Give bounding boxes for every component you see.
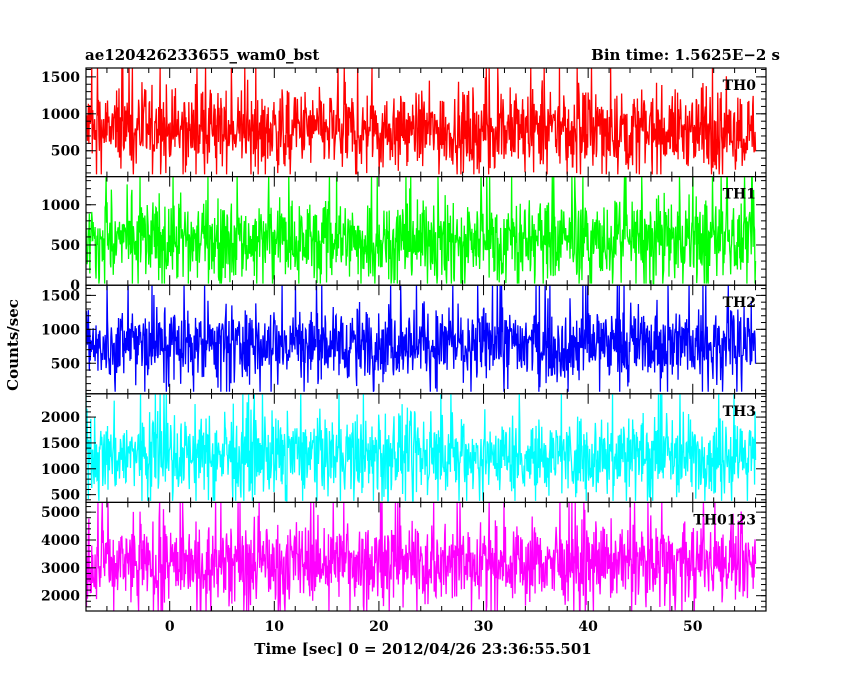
y-tick-label: 5000 [41,505,80,521]
panel-label-th0123: TH0123 [693,512,756,528]
y-axis-label: Counts/sec [4,299,22,391]
y-tick-label: 3000 [41,561,80,577]
x-tick-label: 10 [265,619,285,635]
y-tick-label: 1500 [41,288,80,304]
y-tick-label: 1000 [41,322,80,338]
series-line-th2 [86,285,757,392]
series-line-th1 [86,176,757,285]
y-tick-label: 500 [51,356,80,372]
y-tick-label: 2000 [41,589,80,605]
y-tick-label: 2000 [41,410,80,426]
x-tick-label: 0 [165,619,175,635]
series-line-th0 [86,68,757,175]
y-tick-label: 1500 [41,436,80,452]
y-tick-label: 1500 [41,70,80,86]
chart-title-left: ae120426233655_wam0_bst [85,46,319,64]
panel-label-th1: TH1 [723,187,756,203]
y-tick-label: 500 [51,144,80,160]
chart-title-right: Bin time: 1.5625E−2 s [591,46,780,64]
y-tick-label: 4000 [41,533,80,549]
x-tick-label: 50 [683,619,703,635]
y-tick-label: 500 [51,238,80,254]
y-tick-label: 1000 [41,462,80,478]
y-tick-label: 500 [51,488,80,504]
y-tick-label: 0 [70,278,80,294]
y-tick-label: 1000 [41,198,80,214]
y-tick-label: 1000 [41,107,80,123]
series-line-th3 [86,393,757,502]
panel-label-th2: TH2 [723,295,756,311]
x-tick-label: 30 [474,619,494,635]
series-line-th0123 [86,502,757,611]
x-axis-label: Time [sec] 0 = 2012/04/26 23:36:55.501 [254,640,591,658]
panel-label-th0: TH0 [723,78,757,94]
x-tick-label: 20 [369,619,389,635]
panel-label-th3: TH3 [723,404,756,420]
x-tick-label: 40 [578,619,598,635]
